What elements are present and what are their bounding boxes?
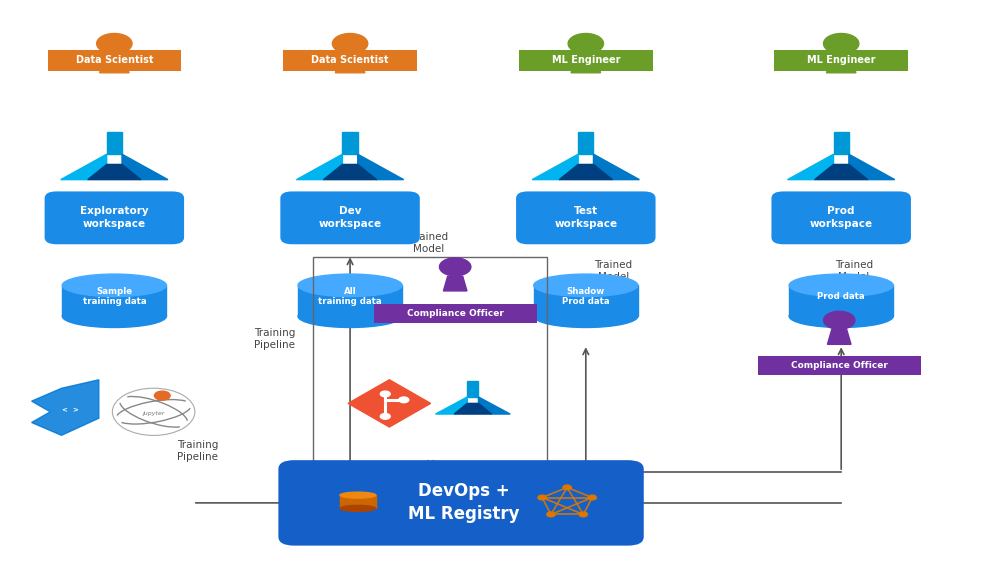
FancyBboxPatch shape [279,460,644,546]
Polygon shape [122,154,168,180]
Polygon shape [594,154,639,180]
Circle shape [380,414,390,419]
FancyBboxPatch shape [44,192,184,244]
Polygon shape [61,154,106,180]
Polygon shape [323,164,376,180]
Polygon shape [827,330,851,344]
Ellipse shape [789,274,893,297]
Text: Training
Pipeline: Training Pipeline [177,440,219,462]
Ellipse shape [534,305,638,328]
Circle shape [547,512,556,517]
FancyBboxPatch shape [519,50,653,71]
Polygon shape [532,154,578,180]
Circle shape [563,485,571,490]
Ellipse shape [62,305,166,328]
Circle shape [399,397,409,403]
Ellipse shape [340,505,376,511]
Polygon shape [815,164,868,180]
Text: <  >: < > [62,407,79,412]
Polygon shape [826,54,856,73]
Text: All
training data: All training data [318,287,382,306]
FancyBboxPatch shape [281,192,420,244]
Circle shape [588,495,596,500]
Polygon shape [788,154,833,180]
Polygon shape [88,164,141,180]
Circle shape [568,33,604,54]
Text: Trained
Model: Trained Model [594,260,632,282]
Polygon shape [296,154,343,180]
Circle shape [823,33,859,54]
Text: Data Scientist: Data Scientist [311,55,389,66]
Circle shape [380,391,390,397]
Text: Trained
Model: Trained Model [835,260,873,282]
Polygon shape [443,276,467,291]
FancyBboxPatch shape [373,304,537,323]
Circle shape [155,391,170,400]
FancyBboxPatch shape [789,285,893,316]
FancyBboxPatch shape [771,192,911,244]
Polygon shape [435,397,467,414]
Polygon shape [833,132,849,154]
Circle shape [439,258,471,276]
Circle shape [332,33,367,54]
FancyBboxPatch shape [757,357,921,375]
Polygon shape [348,380,430,427]
Text: Dev
workspace: Dev workspace [318,206,381,229]
Circle shape [538,495,547,500]
FancyBboxPatch shape [62,285,166,316]
Text: jupyter: jupyter [143,411,164,416]
Polygon shape [578,132,594,154]
Text: Shadow
Prod data: Shadow Prod data [562,287,610,306]
Text: Prod
workspace: Prod workspace [810,206,873,229]
Circle shape [112,388,195,436]
Ellipse shape [298,305,402,328]
Ellipse shape [534,274,638,297]
Text: Data Scientist: Data Scientist [76,55,153,66]
Ellipse shape [298,274,402,297]
Text: Exploratory
workspace: Exploratory workspace [80,206,149,229]
Text: Compliance Officer: Compliance Officer [791,361,887,370]
Text: ML Engineer: ML Engineer [552,55,621,66]
FancyBboxPatch shape [534,285,638,316]
Text: Compliance Officer: Compliance Officer [407,309,503,318]
Text: Prod data: Prod data [818,292,865,301]
Ellipse shape [789,305,893,328]
Circle shape [579,512,587,517]
Polygon shape [335,54,364,73]
Polygon shape [849,154,894,180]
Polygon shape [358,154,404,180]
Text: Training
Pipeline: Training Pipeline [254,328,296,350]
Text: ML Registry: ML Registry [408,505,520,523]
Text: Sample
training data: Sample training data [83,287,146,306]
Polygon shape [343,132,358,154]
Text: DevOps +: DevOps + [419,481,510,499]
Polygon shape [559,164,613,180]
FancyBboxPatch shape [47,50,181,71]
Polygon shape [571,54,601,73]
Ellipse shape [340,492,376,498]
Polygon shape [479,397,510,414]
Polygon shape [106,132,122,154]
Text: ML Engineer: ML Engineer [807,55,876,66]
Circle shape [823,311,855,329]
Polygon shape [99,54,129,73]
FancyBboxPatch shape [516,192,656,244]
FancyBboxPatch shape [284,50,417,71]
FancyBboxPatch shape [298,285,402,316]
Polygon shape [467,381,479,397]
Text: Test
workspace: Test workspace [555,206,618,229]
Polygon shape [32,380,98,435]
Polygon shape [454,403,492,414]
Circle shape [97,33,132,54]
Text: Trained
Model: Trained Model [410,232,448,254]
FancyBboxPatch shape [774,50,908,71]
Ellipse shape [62,274,166,297]
FancyBboxPatch shape [340,495,376,508]
